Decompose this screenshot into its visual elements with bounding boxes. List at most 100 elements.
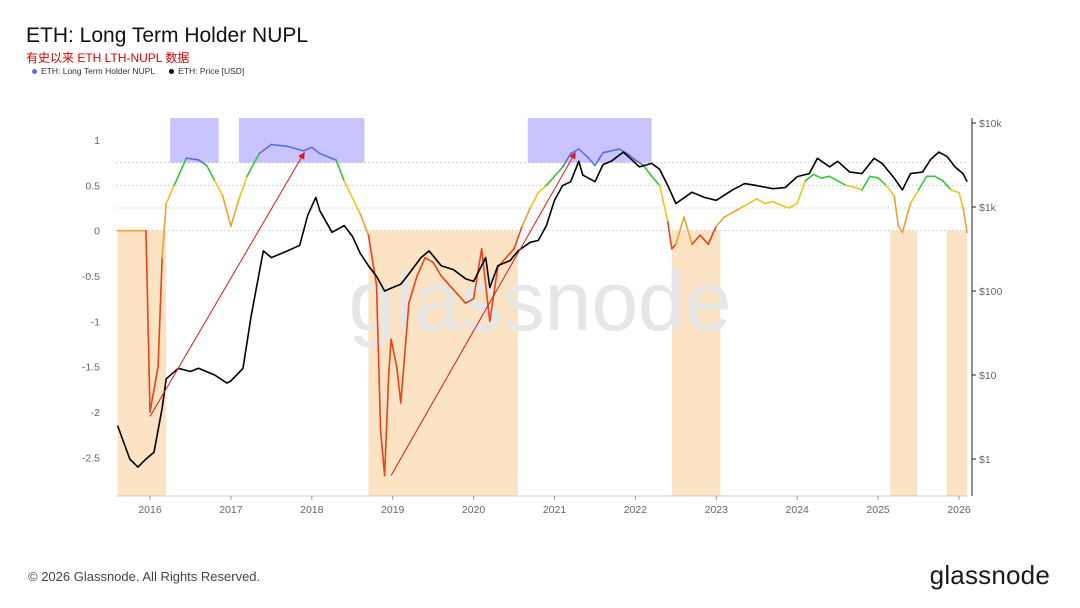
nupl-segment [424,257,434,264]
nupl-segment [432,261,443,277]
nupl-segment [909,189,920,205]
x-tick-6: 2022 [624,504,648,516]
nupl-segment [626,152,637,161]
nupl-segment [238,175,248,200]
nupl-segment [286,145,305,152]
legend-item-price[interactable]: ETH: Price [USD] [169,66,244,76]
legend-item-nupl[interactable]: ETH: Long Term Holder NUPL [32,66,155,76]
capitulation-zone-1 [368,230,519,496]
nupl-segment [691,234,701,246]
nupl-segment [901,202,912,234]
nupl-segment [917,175,928,191]
nupl-segment [319,152,337,161]
y-left-tick-2: 0 [94,226,100,238]
nupl-segment [270,143,289,148]
legend-label-nupl: ETH: Long Term Holder NUPL [41,66,156,76]
nupl-segment [513,225,523,250]
x-tick-1: 2017 [219,504,243,516]
series-layer [116,143,968,477]
nupl-segment [853,186,863,191]
y-right-tick-4: $1 [979,454,991,466]
nupl-segment [197,159,208,167]
nupl-segment [416,257,426,277]
nupl-segment [213,179,224,198]
price-line [116,151,968,468]
nupl-segment [577,148,588,158]
nupl-segment [804,173,815,182]
y-left-tick-6: -2 [91,407,100,419]
nupl-segment [335,159,345,182]
nupl-segment [707,225,718,246]
nupl-segment [950,189,960,194]
legend-label-price: ETH: Price [USD] [178,66,245,76]
nupl-segment [553,166,564,178]
nupl-segment [715,216,726,227]
nupl-segment [359,213,370,236]
nupl-segment [505,247,515,259]
nupl-segment [521,207,532,227]
nupl-segment [161,202,167,259]
nupl-segment [869,175,879,179]
nupl-segment [666,220,673,250]
nupl-segment [399,302,410,404]
nupl-segment [739,202,750,209]
nupl-segment [586,155,596,167]
nupl-segment [780,204,790,209]
x-tick-8: 2024 [786,504,810,516]
nupl-segment [942,179,952,191]
nupl-segment [861,175,871,191]
nupl-segment [222,195,232,227]
nupl-segment [933,175,944,182]
nupl-segment [820,175,831,179]
nupl-segment [145,229,151,413]
y-left-tick-4: -1 [91,316,100,328]
nupl-segment [836,179,847,187]
nupl-segment [610,148,621,152]
nupl-segment [699,234,710,246]
nupl-segment [788,202,799,209]
y-left-tick-5: -1.5 [82,362,100,374]
capitulation-zone-4 [946,230,968,496]
y-left-tick-1: 0.5 [85,180,100,192]
nupl-segment [683,216,693,246]
nupl-segment [395,365,402,404]
nupl-segment [488,266,499,323]
nupl-segment [258,143,273,155]
euphoria-zone-0 [170,118,219,163]
nupl-segment [634,159,645,167]
legend-dot-price [169,68,175,74]
nupl-segment [440,275,451,286]
nupl-segment [671,243,677,250]
euphoria-zone-2 [527,118,652,163]
chart-title: ETH: Long Term Holder NUPL [26,24,309,47]
nupl-segment [246,152,261,178]
x-tick-7: 2023 [705,504,729,516]
brand-logo: glassnode [929,560,1050,590]
nupl-segment [383,374,390,477]
nupl-segment [545,175,556,187]
trend-arrow-1 [390,151,576,476]
nupl-segment [464,297,475,304]
nupl-segment [650,175,661,187]
x-tick-3: 2019 [381,504,405,516]
legend: ETH: Long Term Holder NUPL ETH: Price [U… [32,66,244,76]
nupl-segment [456,293,467,304]
y-right-tick-0: $10k [979,118,1003,130]
nupl-segment [658,184,669,223]
y-left-tick-0: 1 [94,135,100,147]
x-tick-0: 2016 [138,504,162,516]
nupl-segment [594,151,604,167]
nupl-segment [302,146,313,152]
x-tick-10: 2026 [947,504,971,516]
nupl-segment [173,157,188,187]
y-right-tick-1: $1k [979,202,997,214]
nupl-segment [731,207,742,214]
nupl-segment [812,173,823,179]
nupl-segment [529,191,540,209]
nupl-segment [205,164,216,182]
nupl-segment [390,338,398,368]
nupl-segment [408,275,418,304]
nupl-segment [149,365,159,413]
nupl-segment [367,234,378,286]
